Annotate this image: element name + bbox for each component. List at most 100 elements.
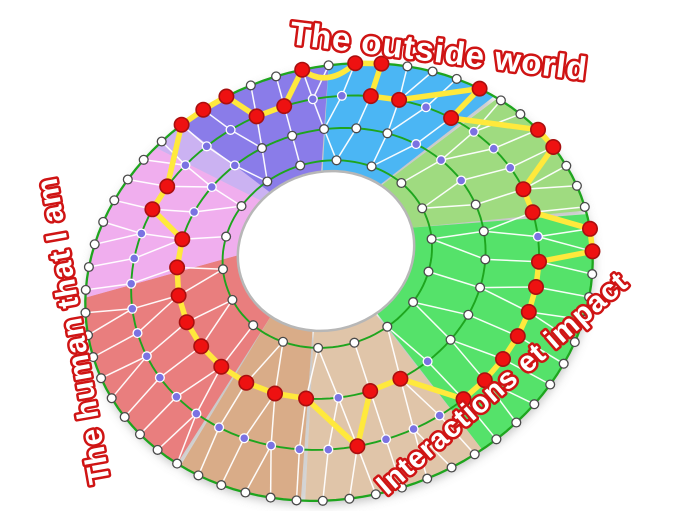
graph-node <box>122 174 133 185</box>
mesh-edge <box>220 437 245 486</box>
mesh-edge <box>532 206 585 214</box>
mesh-edges-layer <box>85 62 593 501</box>
mesh-edge <box>421 179 462 209</box>
mesh-edge <box>146 321 188 357</box>
graph-node <box>307 94 318 105</box>
nodes-layer <box>80 55 601 506</box>
graph-node <box>171 391 182 402</box>
graph-node <box>382 321 393 332</box>
graph-node <box>191 408 202 419</box>
milestone-node <box>545 139 562 156</box>
milestone-node <box>581 220 598 237</box>
graph-node <box>331 155 342 166</box>
mesh-edge <box>211 186 242 207</box>
graph-node <box>336 90 347 101</box>
mesh-edge <box>176 413 198 464</box>
mesh-edge <box>427 360 465 400</box>
graph-node <box>271 71 282 82</box>
milestone-node <box>174 231 191 248</box>
mesh-edge <box>483 211 533 232</box>
mesh-edge <box>94 232 142 246</box>
milestone-node <box>515 181 532 198</box>
mesh-edge <box>483 230 538 238</box>
graph-node <box>132 328 143 339</box>
milestone-node <box>170 287 187 304</box>
graph-node <box>427 66 438 77</box>
graph-node <box>468 126 479 137</box>
milestone-node <box>494 350 511 367</box>
mesh-edge <box>186 299 233 323</box>
graph-node <box>319 124 330 135</box>
graph-node <box>451 73 462 84</box>
milestone-node <box>298 390 315 407</box>
graph-node <box>380 434 392 445</box>
mesh-edge <box>523 165 567 190</box>
mesh-edge <box>479 286 530 313</box>
graph-node <box>578 314 589 325</box>
graph-node <box>119 411 130 423</box>
graph-node <box>571 180 582 191</box>
mesh-edge <box>399 378 415 430</box>
mesh-edge <box>200 299 234 347</box>
mesh-edge <box>523 185 577 190</box>
milestone-node <box>391 91 408 108</box>
graph-node <box>227 294 238 305</box>
mesh-edge <box>475 188 524 206</box>
mesh-edge <box>130 266 178 285</box>
graph-node <box>126 278 137 289</box>
mesh-edge <box>87 308 133 336</box>
mesh-edge <box>385 439 403 488</box>
mesh-edge <box>399 378 441 417</box>
mesh-edge <box>537 235 593 253</box>
graph-node <box>423 266 434 277</box>
graph-node <box>422 473 433 484</box>
milestone-node <box>362 382 379 399</box>
mesh-edge <box>100 355 148 379</box>
graph-node <box>396 177 407 189</box>
graph-node <box>469 449 480 460</box>
mesh-edge <box>535 286 590 298</box>
mesh-edge <box>369 390 387 440</box>
mesh-edge <box>178 268 224 297</box>
mesh-edge <box>218 382 247 428</box>
graph-node <box>136 228 147 239</box>
graph-node <box>317 495 328 506</box>
graph-node <box>505 162 516 173</box>
mesh-edge <box>195 366 222 414</box>
graph-node <box>561 160 572 171</box>
graph-node <box>587 269 598 280</box>
graph-node <box>495 95 506 106</box>
mesh-edge <box>480 286 537 289</box>
mesh-edge <box>431 230 484 240</box>
graph-node <box>266 440 277 451</box>
graph-node <box>558 358 569 369</box>
milestone-node <box>248 108 265 125</box>
sector-lavender <box>155 124 271 201</box>
milestone-node <box>527 278 544 295</box>
milestone-node <box>173 116 190 133</box>
graph-node <box>127 303 138 314</box>
mesh-edge <box>323 95 343 130</box>
mesh-edge <box>234 164 268 183</box>
milestone-node <box>455 391 472 408</box>
milestone-node <box>524 204 541 221</box>
mesh-edge <box>317 347 339 398</box>
milestone-node <box>294 61 311 78</box>
mesh-edge <box>348 446 359 499</box>
mesh-edge <box>143 159 186 166</box>
graph-node <box>180 160 191 171</box>
graph-node <box>265 492 276 503</box>
graph-node <box>245 80 256 91</box>
graph-node <box>154 372 165 383</box>
mesh-edge <box>206 145 236 167</box>
mesh-edge <box>88 257 135 268</box>
graph-node <box>193 470 204 481</box>
mesh-edge <box>139 396 178 435</box>
graph-node <box>225 124 236 135</box>
mesh-edge <box>473 99 502 133</box>
mesh-edge <box>371 143 417 168</box>
mesh-edge <box>291 135 301 166</box>
sector-purple <box>181 65 329 193</box>
milestone-node <box>443 110 460 127</box>
graph-node <box>402 61 413 72</box>
